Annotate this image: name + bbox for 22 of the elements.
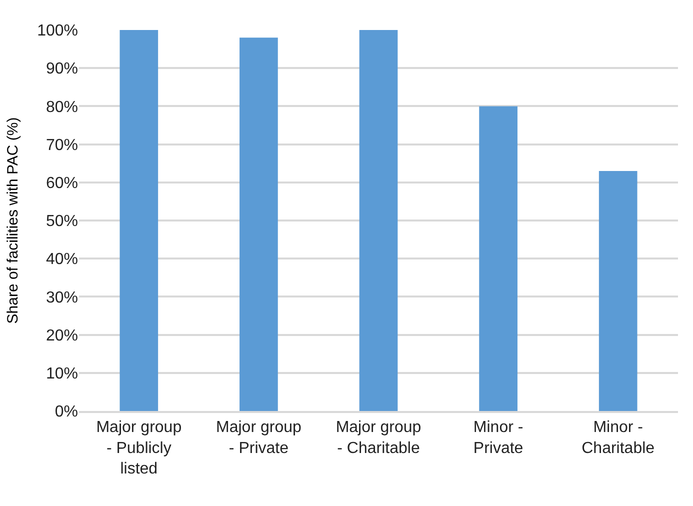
y-tick-label: 50% [46,213,78,230]
bar [479,106,518,411]
bar [598,170,638,411]
y-tick-label: 30% [46,289,78,306]
y-tick-label: 10% [46,366,78,382]
y-axis-title: Share of facilities with PAC (%) [4,117,22,324]
y-tick-label: 60% [46,175,78,192]
bar [240,38,278,411]
x-tick-label: Major group - Charitable [336,418,422,457]
x-tick-label: Major group - Private [216,418,302,457]
y-tick-label: 70% [46,136,78,154]
bar [359,30,398,411]
x-tick-label: Minor - Charitable [582,418,655,457]
x-tick-label: Major group - Publicly listed [96,418,182,478]
y-tick-label: 0% [54,404,78,421]
y-tick-label: 90% [46,60,78,78]
y-tick-label: 40% [46,251,78,268]
y-tick-label: 80% [46,98,78,116]
bar [120,30,158,411]
x-tick-label: Minor - Private [473,418,524,457]
y-tick-label: 100% [37,22,78,40]
y-tick-label: 20% [46,327,78,344]
